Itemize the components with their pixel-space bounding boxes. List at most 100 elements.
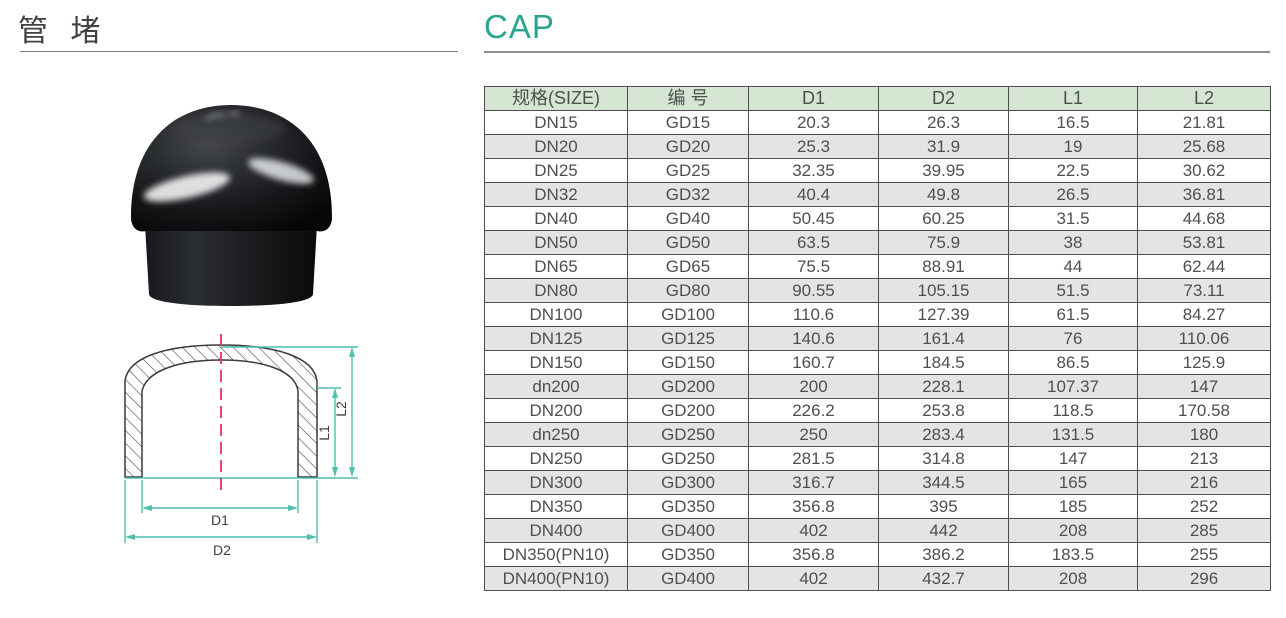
table-cell: dn200 bbox=[484, 374, 628, 399]
label-d2: D2 bbox=[213, 542, 231, 558]
table-cell: GD65 bbox=[627, 254, 749, 279]
table-cell: DN40 bbox=[484, 206, 628, 231]
table-cell: DN200 bbox=[484, 398, 628, 423]
table-cell: GD100 bbox=[627, 302, 749, 327]
table-cell: 31.5 bbox=[1008, 206, 1138, 231]
table-row: DN150 GD150 160.7 184.5 86.5 125.9 bbox=[484, 350, 1271, 375]
dimension-lines bbox=[124, 346, 358, 543]
table-cell: 118.5 bbox=[1008, 398, 1138, 423]
table-cell: 50.45 bbox=[748, 206, 879, 231]
table-cell: 30.62 bbox=[1137, 158, 1271, 183]
table-cell: 32.35 bbox=[748, 158, 879, 183]
table-cell: DN15 bbox=[484, 110, 628, 135]
table-cell: 140.6 bbox=[748, 326, 879, 351]
table-cell: 226.2 bbox=[748, 398, 879, 423]
table-cell: 160.7 bbox=[748, 350, 879, 375]
table-cell: 216 bbox=[1137, 470, 1271, 495]
table-cell: 31.9 bbox=[878, 134, 1009, 159]
column-header: 编 号 bbox=[627, 86, 749, 111]
product-photo-cap bbox=[131, 105, 332, 306]
table-cell: 49.8 bbox=[878, 182, 1009, 207]
table-cell: GD32 bbox=[627, 182, 749, 207]
table-cell: 356.8 bbox=[748, 494, 879, 519]
table-cell: 105.15 bbox=[878, 278, 1009, 303]
dome-top-sheen bbox=[173, 114, 285, 144]
table-cell: 84.27 bbox=[1137, 302, 1271, 327]
table-cell: DN32 bbox=[484, 182, 628, 207]
table-cell: 39.95 bbox=[878, 158, 1009, 183]
table-cell: 86.5 bbox=[1008, 350, 1138, 375]
table-cell: 21.81 bbox=[1137, 110, 1271, 135]
table-cell: 75.9 bbox=[878, 230, 1009, 255]
table-cell: 51.5 bbox=[1008, 278, 1138, 303]
table-cell: DN150 bbox=[484, 350, 628, 375]
column-header: D1 bbox=[748, 86, 879, 111]
table-cell: 402 bbox=[748, 566, 879, 591]
table-cell: 38 bbox=[1008, 230, 1138, 255]
table-cell: 26.3 bbox=[878, 110, 1009, 135]
table-cell: 183.5 bbox=[1008, 542, 1138, 567]
table-cell: 285 bbox=[1137, 518, 1271, 543]
label-l1: L1 bbox=[316, 425, 332, 441]
left-title-rule bbox=[20, 51, 458, 52]
highlight-right bbox=[248, 158, 314, 184]
table-cell: 22.5 bbox=[1008, 158, 1138, 183]
table-cell: 127.39 bbox=[878, 302, 1009, 327]
table-cell: DN100 bbox=[484, 302, 628, 327]
table-cell: 432.7 bbox=[878, 566, 1009, 591]
column-header: 规格(SIZE) bbox=[484, 86, 628, 111]
table-row: dn200 GD200 200 228.1 107.37 147 bbox=[484, 374, 1271, 399]
table-cell: 296 bbox=[1137, 566, 1271, 591]
table-cell: 16.5 bbox=[1008, 110, 1138, 135]
highlight-left bbox=[144, 172, 230, 202]
table-row: DN15 GD15 20.3 26.3 16.5 21.81 bbox=[484, 110, 1271, 135]
table-row: dn250 GD250 250 283.4 131.5 180 bbox=[484, 422, 1271, 447]
table-cell: DN300 bbox=[484, 470, 628, 495]
table-cell: 20.3 bbox=[748, 110, 879, 135]
table-cell: GD400 bbox=[627, 518, 749, 543]
table-cell: DN125 bbox=[484, 326, 628, 351]
column-header: L1 bbox=[1008, 86, 1138, 111]
table-cell: 314.8 bbox=[878, 446, 1009, 471]
table-cell: 75.5 bbox=[748, 254, 879, 279]
table-cell: 208 bbox=[1008, 566, 1138, 591]
table-cell: DN350(PN10) bbox=[484, 542, 628, 567]
table-cell: 161.4 bbox=[878, 326, 1009, 351]
table-header: 规格(SIZE) 编 号 D1 D2 L1 L2 bbox=[484, 86, 1271, 111]
table-cell: 60.25 bbox=[878, 206, 1009, 231]
table-cell: 208 bbox=[1008, 518, 1138, 543]
table-cell: GD125 bbox=[627, 326, 749, 351]
table-cell: GD400 bbox=[627, 566, 749, 591]
table-cell: GD20 bbox=[627, 134, 749, 159]
table-row: DN65 GD65 75.5 88.91 44 62.44 bbox=[484, 254, 1271, 279]
table-cell: 386.2 bbox=[878, 542, 1009, 567]
table-cell: 344.5 bbox=[878, 470, 1009, 495]
table-cell: GD250 bbox=[627, 446, 749, 471]
table-cell: 110.6 bbox=[748, 302, 879, 327]
table-cell: DN20 bbox=[484, 134, 628, 159]
table-cell: GD150 bbox=[627, 350, 749, 375]
table-body: DN15 GD15 20.3 26.3 16.5 21.81 DN20 GD20 25.3 31.… bbox=[484, 110, 1271, 591]
table-cell: DN80 bbox=[484, 278, 628, 303]
table-cell: 125.9 bbox=[1137, 350, 1271, 375]
table-cell: 180 bbox=[1137, 422, 1271, 447]
table-cell: GD25 bbox=[627, 158, 749, 183]
table-row: DN25 GD25 32.35 39.95 22.5 30.62 bbox=[484, 158, 1271, 183]
column-header: L2 bbox=[1137, 86, 1271, 111]
label-l2: L2 bbox=[333, 401, 349, 417]
table-cell: 40.4 bbox=[748, 182, 879, 207]
table-cell: DN250 bbox=[484, 446, 628, 471]
table-cell: 25.68 bbox=[1137, 134, 1271, 159]
table-row: DN20 GD20 25.3 31.9 19 25.68 bbox=[484, 134, 1271, 159]
table-cell: 36.81 bbox=[1137, 182, 1271, 207]
table-row: DN100 GD100 110.6 127.39 61.5 84.27 bbox=[484, 302, 1271, 327]
table-cell: 165 bbox=[1008, 470, 1138, 495]
table-row: DN80 GD80 90.55 105.15 51.5 73.11 bbox=[484, 278, 1271, 303]
table-cell: 62.44 bbox=[1137, 254, 1271, 279]
table-cell: 26.5 bbox=[1008, 182, 1138, 207]
table-cell: 44.68 bbox=[1137, 206, 1271, 231]
dimension-arrowheads bbox=[125, 347, 355, 540]
table-cell: 61.5 bbox=[1008, 302, 1138, 327]
table-cell: GD200 bbox=[627, 374, 749, 399]
logo-mark bbox=[206, 112, 241, 120]
